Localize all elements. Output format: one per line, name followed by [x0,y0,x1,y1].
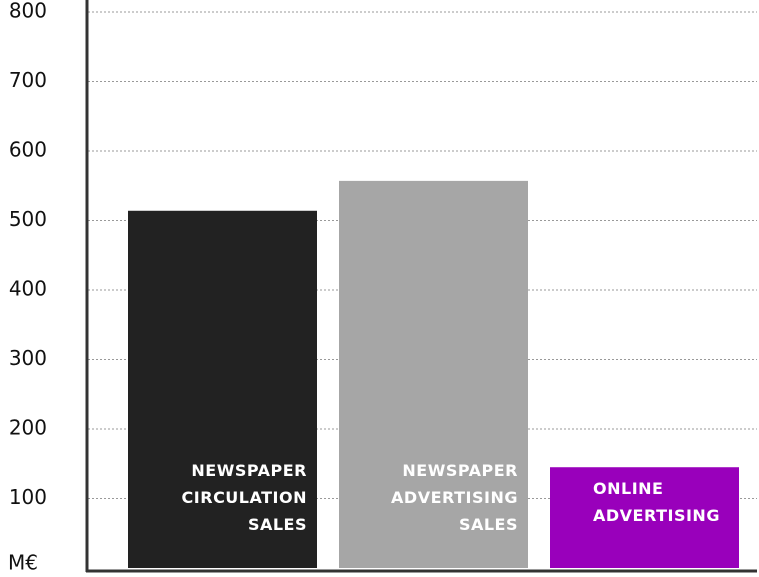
bar [550,467,739,568]
y-tick-label: 600 [9,138,47,162]
y-tick-label: 400 [9,277,47,301]
y-tick-label: 300 [9,346,47,370]
y-tick-label: 200 [9,416,47,440]
bar [128,210,317,568]
y-tick-label: 100 [9,485,47,509]
y-tick-label: 500 [9,207,47,231]
y-tick-label: 800 [9,0,47,23]
category-label: ONLINE ADVERTISING [593,479,720,525]
bar [339,180,528,568]
category-label: NEWSPAPER CIRCULATION SALES [181,461,307,534]
category-label: NEWSPAPER ADVERTISING SALES [391,461,518,534]
y-tick-label: 700 [9,68,47,92]
y-axis-label: M€ [8,551,38,575]
